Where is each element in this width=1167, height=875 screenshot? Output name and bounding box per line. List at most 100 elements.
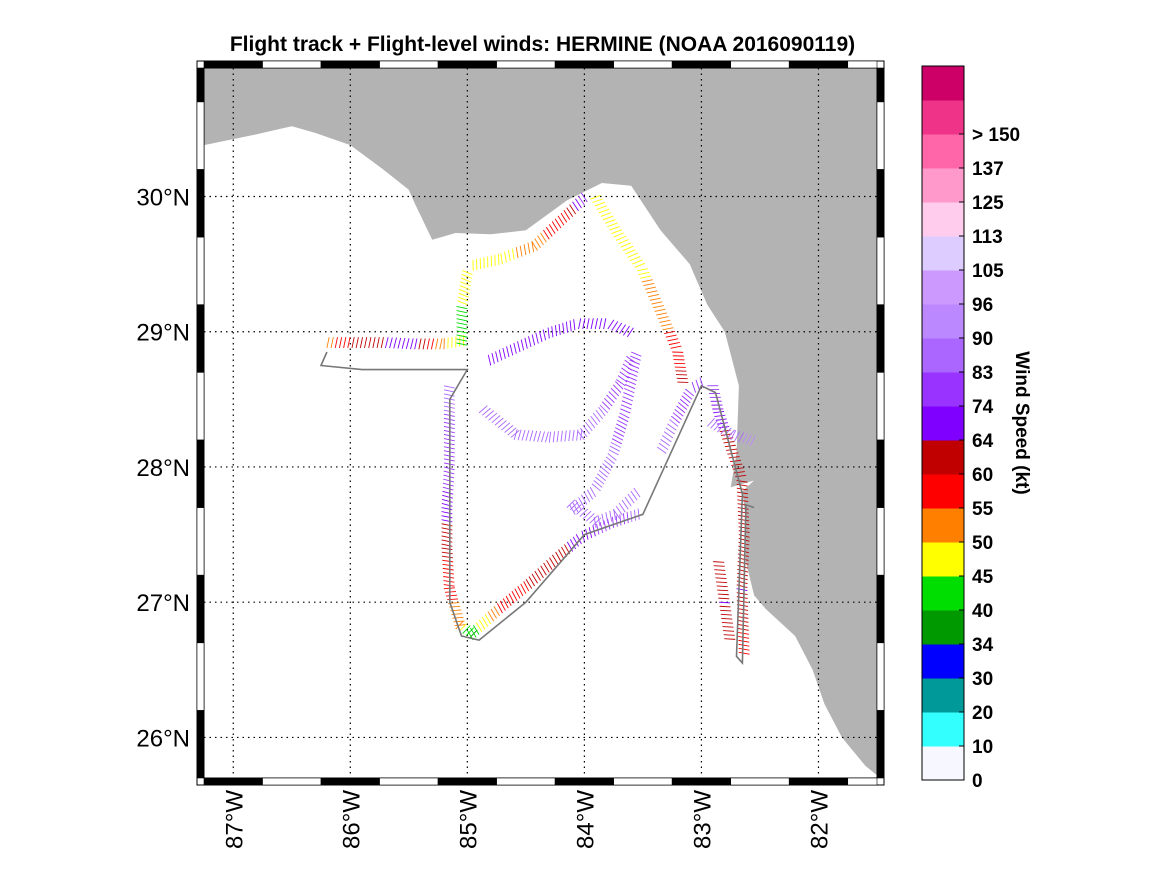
wind-barb: [713, 411, 725, 414]
wind-barb: [729, 459, 742, 463]
wind-barb: [598, 469, 608, 478]
wind-barb: [612, 434, 624, 441]
wind-barb: [626, 327, 634, 338]
x-tick-label: 87°W: [221, 790, 248, 849]
wind-barb: [525, 430, 530, 441]
land-mass: [204, 68, 877, 776]
wind-barb: [668, 341, 680, 346]
wind-barb: [627, 493, 635, 504]
wind-barb: [638, 271, 650, 275]
frame-segment: [847, 777, 878, 786]
wind-barb: [618, 239, 629, 245]
wind-barb: [660, 323, 672, 327]
wind-barb: [627, 371, 638, 377]
wind-barb: [716, 581, 728, 584]
wind-barb: [618, 416, 629, 423]
colorbar-bin: [922, 66, 964, 101]
wind-barb: [534, 238, 541, 248]
wind-barb: [520, 339, 525, 351]
wind-barb: [609, 225, 620, 231]
wind-barb: [534, 570, 541, 581]
chart-title: Flight track + Flight-level winds: HERMI…: [229, 33, 856, 56]
wind-barb: [674, 408, 684, 417]
wind-barb: [683, 392, 693, 400]
wind-barb: [615, 427, 626, 434]
wind-barb: [599, 404, 609, 414]
wind-barb: [713, 565, 725, 567]
wind-barb: [535, 332, 539, 344]
frame-segment: [196, 507, 205, 576]
wind-barb: [439, 338, 443, 350]
wind-barb: [615, 235, 627, 241]
frame-segment: [262, 777, 322, 786]
wind-barb: [738, 643, 750, 647]
wind-barb: [491, 353, 495, 364]
frame-segment: [671, 60, 731, 69]
wind-barb: [627, 252, 639, 258]
wind-barb: [456, 318, 468, 322]
wind-barb: [717, 593, 729, 596]
wind-barb: [720, 609, 732, 612]
colorbar-bin: [922, 372, 964, 407]
frame-segment: [730, 777, 790, 786]
wind-barb: [478, 619, 486, 630]
frame-segment: [730, 60, 790, 69]
wind-barb: [488, 412, 498, 421]
wind-barb: [558, 323, 561, 335]
colorbar-label: 74: [972, 397, 994, 418]
wind-barb: [721, 622, 733, 624]
wind-barb: [461, 273, 473, 279]
wind-barb: [738, 518, 750, 522]
wind-barb: [714, 414, 726, 418]
frame-segment: [196, 574, 205, 644]
wind-barb: [629, 256, 641, 262]
wind-barb: [630, 490, 638, 501]
wind-barb: [727, 429, 736, 439]
colorbar-bin: [922, 712, 964, 747]
wind-barb: [612, 509, 620, 519]
wind-barb: [458, 292, 469, 298]
wind-barb: [470, 627, 477, 638]
wind-barb: [715, 577, 727, 579]
wind-barb: [618, 502, 626, 513]
wind-barb: [607, 319, 615, 330]
wind-barb: [649, 297, 661, 301]
wind-barb: [624, 496, 632, 507]
x-tick-label: 84°W: [572, 790, 599, 849]
wind-barb: [555, 551, 562, 562]
wind-barb: [590, 318, 594, 330]
wind-barb: [569, 504, 576, 515]
wind-barb: [568, 430, 571, 442]
wind-barb: [499, 600, 506, 611]
wind-barb: [665, 334, 677, 338]
wind-barb: [462, 270, 473, 276]
frame-segment: [196, 710, 205, 779]
wind-barb: [493, 606, 500, 616]
wind-barb: [742, 433, 748, 444]
y-tick-label: 30°N: [136, 184, 190, 211]
wind-barb: [418, 338, 422, 350]
wind-barb: [556, 431, 559, 443]
wind-barb: [442, 555, 454, 559]
wind-barb: [442, 490, 454, 495]
frame-segment: [196, 101, 205, 170]
wind-barb: [600, 212, 612, 217]
wind-barb: [504, 251, 507, 263]
wind-barb: [620, 408, 631, 414]
wind-barb: [734, 431, 741, 442]
wind-barb: [576, 506, 585, 515]
wind-barb: [718, 597, 730, 600]
wind-barb: [537, 235, 544, 246]
wind-barb: [621, 499, 629, 510]
colorbar-bin: [922, 270, 964, 305]
wind-barb: [529, 430, 534, 442]
wind-barb: [637, 508, 640, 520]
wind-barb: [611, 229, 623, 235]
wind-barb: [549, 557, 556, 568]
colorbar-bin: [922, 474, 964, 509]
wind-barb: [652, 305, 664, 309]
wind-barb: [641, 279, 653, 283]
wind-barb: [714, 569, 726, 571]
wind-barb: [552, 431, 556, 443]
wind-barb: [736, 483, 748, 487]
